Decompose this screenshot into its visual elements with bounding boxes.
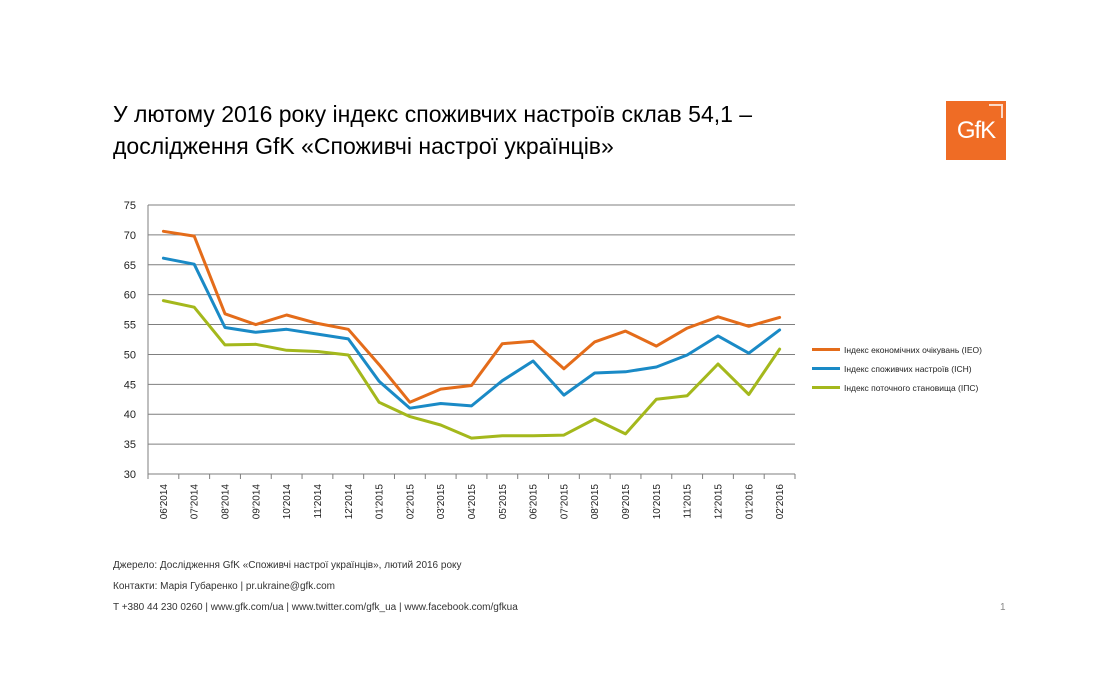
gfk-logo: GfK [946,101,1006,160]
x-tick-label: 01'2015 [375,484,386,520]
legend-swatch [812,367,840,370]
y-tick-label: 55 [124,320,136,332]
series-line-1 [161,229,782,404]
footer-source: Джерело: Дослідження GfK «Споживчі настр… [113,560,462,571]
x-tick-label: 09'2015 [621,484,632,520]
legend-label: Індекс поточного становища (ІПС) [844,382,979,393]
y-tick-label: 65 [124,260,136,272]
x-tick-label: 07'2015 [559,484,570,520]
y-tick-label: 75 [124,200,136,212]
title-line-1: У лютому 2016 року індекс споживчих наст… [113,101,753,127]
x-tick-label: 12'2014 [344,484,355,520]
x-tick-label: 08'2015 [590,484,601,520]
x-tick-label: 03'2015 [436,484,447,520]
legend-swatch [812,386,840,389]
y-tick-label: 60 [124,290,136,302]
legend-label: Індекс економічних очікувань (ІЕО) [844,344,982,355]
x-tick-label: 11'2015 [683,484,694,519]
x-tick-label: 04'2015 [467,484,478,520]
x-tick-label: 01'2016 [744,484,755,520]
x-tick-label: 02'2016 [775,484,786,520]
y-tick-label: 30 [124,469,136,481]
page-title: У лютому 2016 року індекс споживчих наст… [113,98,913,162]
x-tick-label: 10'2015 [652,484,663,520]
x-tick-label: 08'2014 [221,484,232,520]
footer-links: T +380 44 230 0260 | www.gfk.com/ua | ww… [113,602,518,613]
legend-item: Індекс поточного становища (ІПС) [812,378,982,397]
x-tick-label: 05'2015 [498,484,509,520]
x-tick-label: 06'2015 [529,484,540,520]
series-line-2 [161,256,782,410]
x-tick-label: 09'2014 [251,484,262,520]
x-tick-label: 07'2014 [190,484,201,520]
chart-legend: Індекс економічних очікувань (ІЕО) Індекс… [812,340,982,397]
y-tick-label: 40 [124,409,136,421]
x-tick-label: 12'2015 [713,484,724,520]
legend-item: Індекс економічних очікувань (ІЕО) [812,340,982,359]
y-tick-label: 70 [124,230,136,242]
x-tick-label: 11'2014 [313,484,324,519]
logo-mark-icon [989,104,1003,118]
legend-label: Індекс споживчих настроїв (ІСН) [844,363,972,374]
page-number: 1 [1000,602,1006,613]
title-line-2: дослідження GfK «Споживчі настрої україн… [113,133,614,159]
x-tick-label: 02'2015 [405,484,416,520]
y-tick-label: 35 [124,439,136,451]
footer-contacts: Контакти: Марія Губаренко | pr.ukraine@g… [113,581,335,592]
series-line-3 [161,299,782,440]
legend-item: Індекс споживчих настроїв (ІСН) [812,359,982,378]
x-tick-label: 10'2014 [282,484,293,520]
x-tick-label: 06'2014 [159,484,170,520]
y-tick-label: 45 [124,379,136,391]
legend-swatch [812,348,840,351]
y-tick-label: 50 [124,349,136,361]
logo-text: GfK [956,117,996,144]
